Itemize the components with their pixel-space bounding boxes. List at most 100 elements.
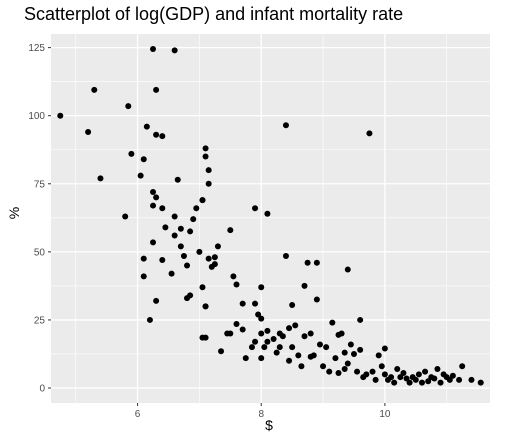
data-point (468, 376, 475, 383)
data-point (193, 205, 200, 212)
data-point (258, 284, 265, 291)
data-point (323, 344, 330, 351)
data-point (177, 243, 184, 250)
data-point (174, 176, 181, 183)
data-point (344, 360, 351, 367)
data-point (264, 210, 271, 217)
data-point (150, 188, 157, 195)
y-tick-label: 50 (34, 247, 46, 258)
data-point (307, 330, 314, 337)
chart-title: Scatterplot of log(GDP) and infant morta… (24, 4, 404, 24)
data-point (184, 262, 191, 269)
data-point (316, 341, 323, 348)
data-point (242, 355, 249, 362)
data-point (391, 379, 398, 386)
data-point (202, 145, 209, 152)
data-point (159, 257, 166, 264)
data-point (289, 344, 296, 351)
data-point (187, 228, 194, 235)
data-point (418, 379, 425, 386)
data-point (286, 357, 293, 364)
data-point (449, 372, 456, 379)
y-tick-label: 75 (34, 179, 46, 190)
data-point (341, 349, 348, 356)
data-point (357, 316, 364, 323)
data-point (403, 375, 410, 382)
data-point (431, 375, 438, 382)
data-point (400, 370, 407, 377)
data-point (326, 368, 333, 375)
data-point (190, 216, 197, 223)
data-point (150, 239, 157, 246)
data-point (239, 326, 246, 333)
data-point (150, 202, 157, 209)
data-point (258, 315, 265, 322)
data-point (227, 227, 234, 234)
data-point (415, 371, 422, 378)
data-point (354, 368, 361, 375)
data-point (397, 374, 404, 381)
data-point (366, 130, 373, 137)
data-point (310, 352, 317, 359)
data-point (313, 296, 320, 303)
data-point (434, 365, 441, 372)
x-tick-label: 10 (379, 409, 391, 420)
data-point (168, 270, 175, 277)
data-point (252, 205, 259, 212)
data-point (313, 259, 320, 266)
data-point (437, 379, 444, 386)
data-point (295, 352, 302, 359)
data-point (279, 333, 286, 340)
y-tick-label: 25 (34, 315, 46, 326)
data-point (369, 368, 376, 375)
plot-panel (51, 34, 490, 403)
data-point (320, 363, 327, 370)
data-point (91, 86, 98, 93)
x-tick-label: 8 (258, 409, 264, 420)
data-point (171, 232, 178, 239)
data-point (477, 379, 484, 386)
data-point (264, 338, 271, 345)
data-point (143, 123, 150, 130)
data-point (153, 297, 160, 304)
data-point (153, 86, 160, 93)
data-point (357, 346, 364, 353)
data-point (153, 131, 160, 138)
data-point (341, 365, 348, 372)
data-point (375, 352, 382, 359)
data-point (335, 370, 342, 377)
data-point (261, 344, 268, 351)
data-point (202, 334, 209, 341)
data-point (162, 224, 169, 231)
data-point (214, 243, 221, 250)
data-point (282, 252, 289, 259)
data-point (422, 368, 429, 375)
x-tick-label: 6 (135, 409, 141, 420)
data-point (273, 349, 280, 356)
data-point (199, 284, 206, 291)
data-point (137, 172, 144, 179)
data-point (230, 273, 237, 280)
data-point (57, 112, 64, 119)
data-point (298, 363, 305, 370)
x-axis-title: $ (265, 417, 273, 433)
data-point (196, 248, 203, 255)
data-point (347, 341, 354, 348)
data-point (406, 379, 413, 386)
data-point (227, 330, 234, 337)
data-point (301, 333, 308, 340)
y-tick-label: 125 (28, 43, 45, 54)
data-point (344, 266, 351, 273)
data-point (388, 374, 395, 381)
data-point (218, 348, 225, 355)
data-point (350, 350, 357, 357)
data-point (171, 47, 178, 54)
data-point (456, 376, 463, 383)
data-point (159, 205, 166, 212)
data-point (252, 300, 259, 307)
data-point (180, 252, 187, 259)
data-point (252, 338, 259, 345)
y-tick-label: 0 (39, 384, 45, 395)
